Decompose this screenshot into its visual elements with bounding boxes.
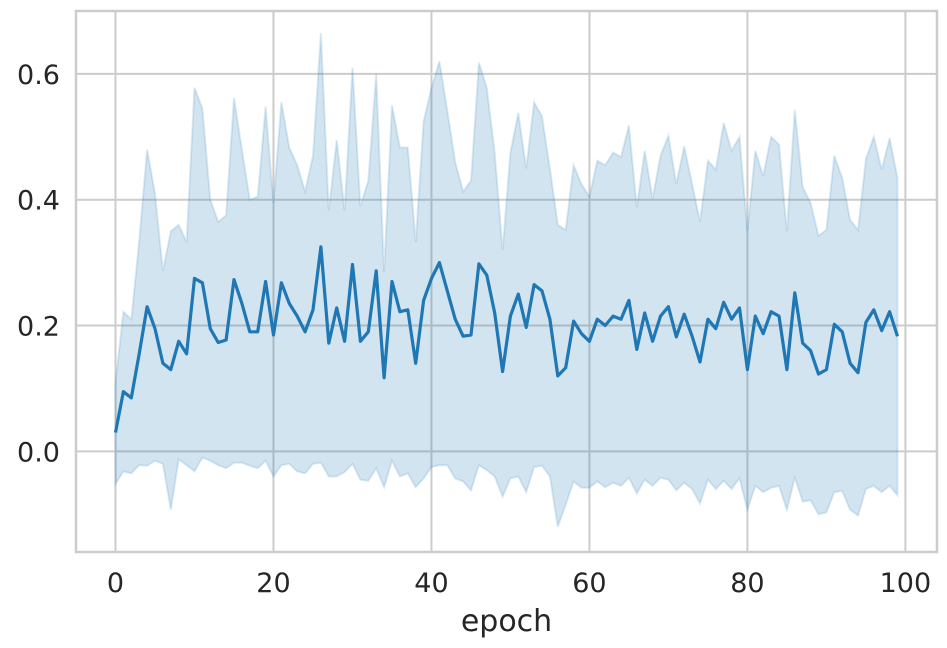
x-tick-label: 20 bbox=[256, 568, 290, 599]
grid bbox=[76, 11, 937, 552]
y-tick-label: 0.0 bbox=[17, 437, 60, 468]
tick-labels: 0 20 40 60 80 100 0.0 0.2 0.4 0.6 bbox=[17, 60, 931, 599]
x-tick-label: 60 bbox=[572, 568, 606, 599]
mean-line bbox=[113, 245, 900, 433]
y-tick-label: 0.4 bbox=[17, 186, 60, 217]
x-tick-label: 0 bbox=[107, 568, 124, 599]
x-tick-label: 40 bbox=[414, 568, 448, 599]
plot-frame bbox=[74, 9, 939, 554]
x-tick-label: 80 bbox=[730, 568, 764, 599]
confidence-band bbox=[114, 32, 899, 528]
x-tick-label: 100 bbox=[880, 568, 932, 599]
y-tick-label: 0.2 bbox=[17, 312, 60, 343]
x-axis-label: epoch bbox=[461, 604, 552, 639]
y-tick-label: 0.6 bbox=[17, 60, 60, 91]
